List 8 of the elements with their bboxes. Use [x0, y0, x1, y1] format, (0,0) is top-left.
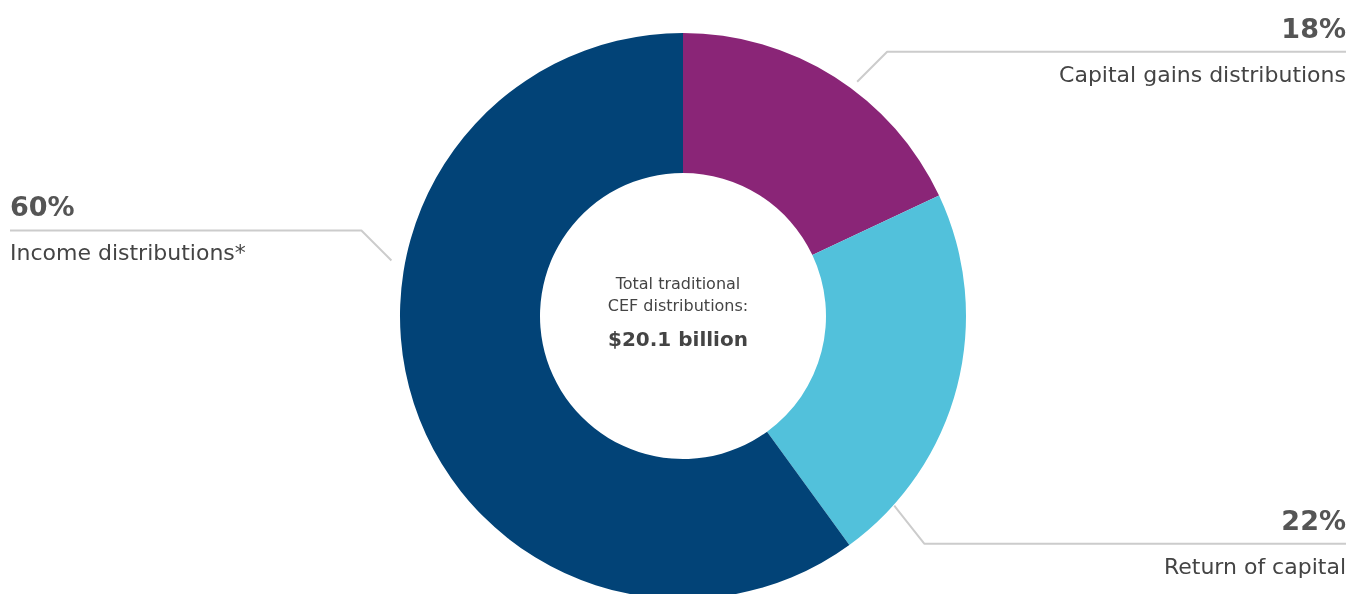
text: $20.1 billion: [608, 327, 748, 351]
slice-label: Capital gains distributions: [1059, 61, 1346, 87]
slice-label: Income distributions*: [10, 240, 246, 266]
data-label: 60%: [10, 191, 75, 223]
text: Total traditional CEF distributions:: [607, 274, 749, 315]
slice-label: Return of capital: [1163, 553, 1346, 579]
data-label: 22%: [1281, 504, 1346, 536]
data-label: 18%: [1281, 12, 1346, 44]
